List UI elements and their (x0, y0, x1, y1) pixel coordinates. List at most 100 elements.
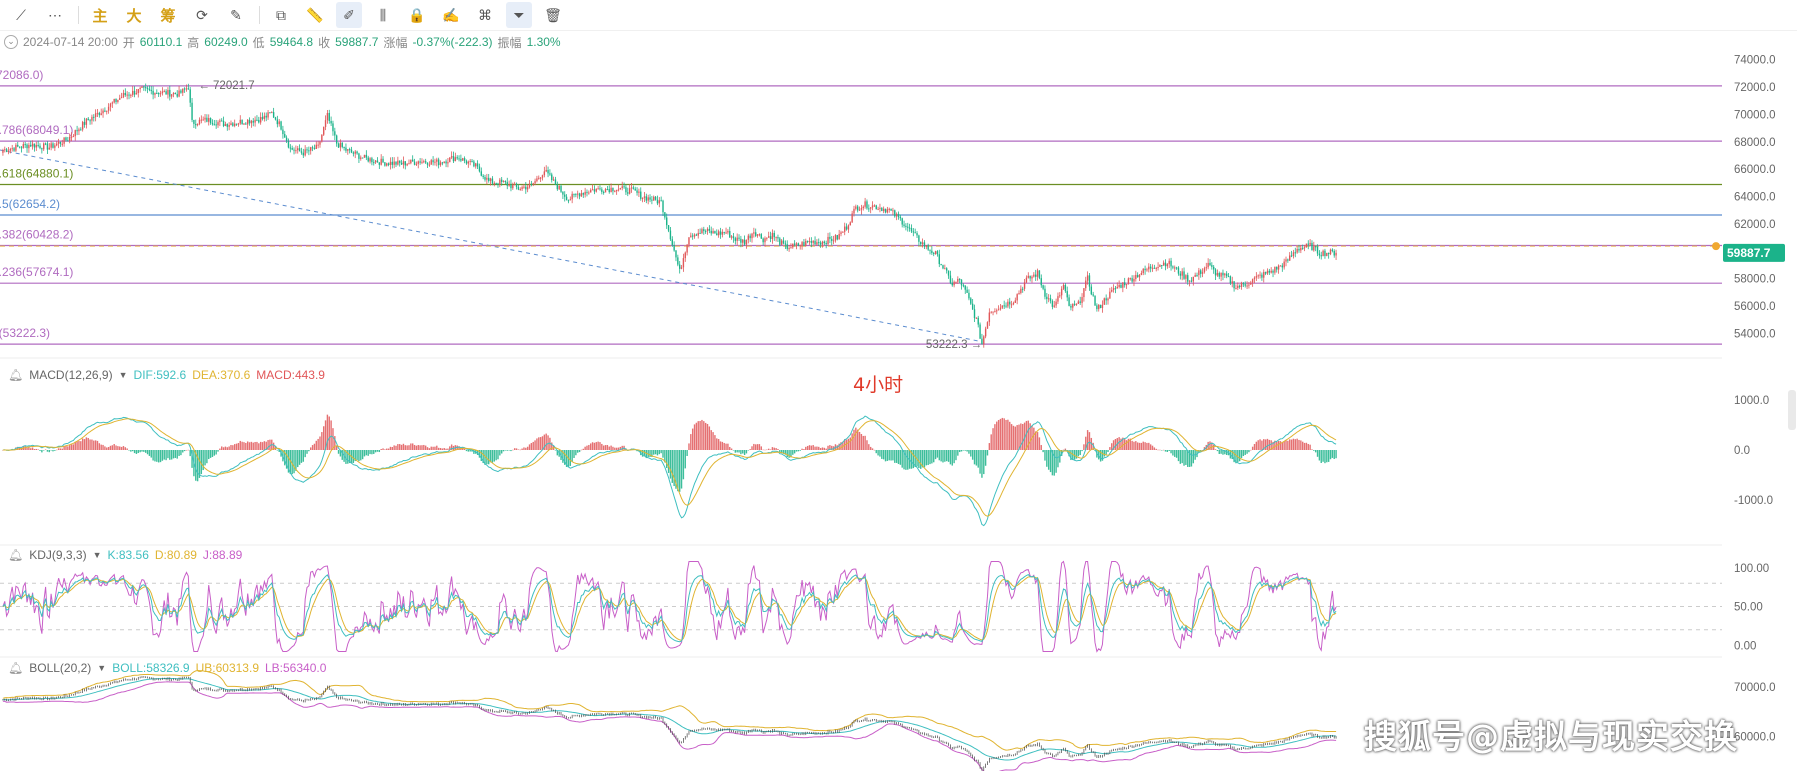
candle-body (1183, 271, 1185, 279)
macd-histogram-bar (126, 448, 128, 450)
dropdown-chevron-icon[interactable]: ▼ (92, 550, 102, 560)
edit-icon[interactable]: ✍ (442, 6, 460, 23)
macd-histogram-bar (1222, 450, 1224, 455)
candle-body (895, 213, 898, 217)
candle-body (1042, 285, 1044, 289)
trash-icon[interactable]: 🗑 (544, 6, 562, 23)
candle-body (486, 177, 488, 180)
trend-line-icon[interactable]: ⟋ (16, 6, 26, 23)
collapse-chevron-icon[interactable]: ⌄ (4, 35, 18, 49)
macd-histogram-bar (172, 450, 175, 459)
dropdown-chevron-icon[interactable]: ▼ (97, 663, 107, 673)
candle-body (927, 245, 929, 250)
candle-body (955, 281, 957, 283)
ruler-icon[interactable]: 📏 (306, 6, 324, 23)
candle-body (886, 209, 889, 213)
candle-body (235, 123, 238, 125)
candle-body (623, 186, 625, 188)
bell-icon[interactable]: 🔔︎ (8, 548, 24, 562)
chips-label[interactable]: 筹 (160, 7, 176, 25)
macd-histogram-bar (1118, 437, 1120, 450)
macd-histogram-bar (1313, 450, 1315, 451)
candle-body (536, 178, 538, 182)
candle-body (1244, 284, 1246, 286)
macd-histogram-bar (858, 431, 861, 450)
macd-histogram-bar (656, 450, 659, 456)
candle-body (1161, 265, 1163, 267)
refresh-icon[interactable]: ⟳ (196, 6, 208, 23)
candle-body (1251, 279, 1254, 283)
macd-histogram-bar (645, 450, 648, 459)
draw-icon[interactable]: ✎ (230, 6, 242, 23)
more-icon[interactable]: ⋯ (48, 6, 62, 23)
macd-histogram-bar (538, 437, 540, 450)
macd-histogram-bar (1224, 450, 1226, 455)
candle-body (810, 241, 813, 243)
candle-body (245, 123, 247, 125)
pencil-active-icon[interactable]: ✐ (336, 2, 362, 28)
candle-body (39, 145, 41, 149)
candle-body (640, 191, 642, 199)
macd-histogram-bar (795, 450, 798, 452)
candle-body (849, 222, 851, 226)
candle-body (1294, 252, 1296, 254)
lock-icon[interactable]: 🔒 (408, 6, 426, 23)
macd-histogram-bar (1185, 450, 1187, 465)
candle-body (1138, 274, 1141, 278)
candle-body (760, 234, 762, 239)
magnet-icon[interactable]: ⌘ (478, 6, 492, 23)
candle-body (161, 91, 164, 94)
candle-body (44, 143, 47, 145)
macd-histogram-bar (614, 447, 616, 450)
candle-body (719, 231, 722, 235)
candle-body (677, 257, 679, 265)
macd-histogram-bar (1281, 442, 1284, 450)
macd-histogram-bar (617, 447, 620, 450)
candle-body (415, 163, 418, 165)
candle-body (816, 242, 818, 245)
macd-histogram-bar (1279, 441, 1282, 450)
candle-body (106, 110, 108, 112)
macd-histogram-bar (1138, 442, 1141, 450)
candle-body (1188, 280, 1191, 282)
candle-body (369, 158, 371, 162)
candle-body (284, 134, 286, 138)
candle-body (1261, 274, 1263, 278)
candle-body (297, 148, 299, 151)
candle-body (506, 182, 508, 186)
bell-icon[interactable]: 🔔︎ (8, 368, 24, 382)
candle-body (884, 208, 887, 213)
candle-body (133, 90, 136, 95)
candle-body (725, 232, 727, 234)
candle-body (920, 241, 922, 244)
high-label: 高 (187, 35, 200, 50)
macd-histogram-bar (892, 450, 894, 461)
candle-body (577, 193, 579, 195)
panel-resize-handle[interactable] (1788, 390, 1796, 430)
macd-histogram-bar (782, 450, 785, 454)
dropdown-chevron-icon[interactable]: ▼ (118, 370, 128, 380)
candle-body (564, 194, 566, 197)
candle-body (328, 112, 330, 121)
candles-icon[interactable]: ⫼ (379, 6, 387, 23)
copy-icon[interactable]: ⧉ (276, 6, 286, 23)
candle-body (727, 231, 729, 233)
macd-histogram-bar (534, 440, 536, 450)
candle-body (484, 177, 486, 180)
candle-body (467, 161, 470, 164)
price-axis-tick: 72000.0 (1734, 82, 1776, 94)
candle-body (441, 162, 444, 164)
main-label[interactable]: 主 (92, 7, 108, 25)
candle-body (219, 120, 221, 123)
macd-histogram-bar (102, 444, 104, 450)
candle-body (371, 158, 373, 163)
bell-icon[interactable]: 🔔︎ (8, 661, 24, 675)
candle-body (1034, 274, 1037, 277)
candle-body (947, 270, 950, 276)
candle-body (1259, 274, 1261, 276)
candle-body (595, 188, 597, 192)
candle-body (556, 184, 559, 190)
big-label[interactable]: 大 (126, 7, 142, 25)
filter-icon[interactable]: ⏷ (506, 2, 532, 28)
